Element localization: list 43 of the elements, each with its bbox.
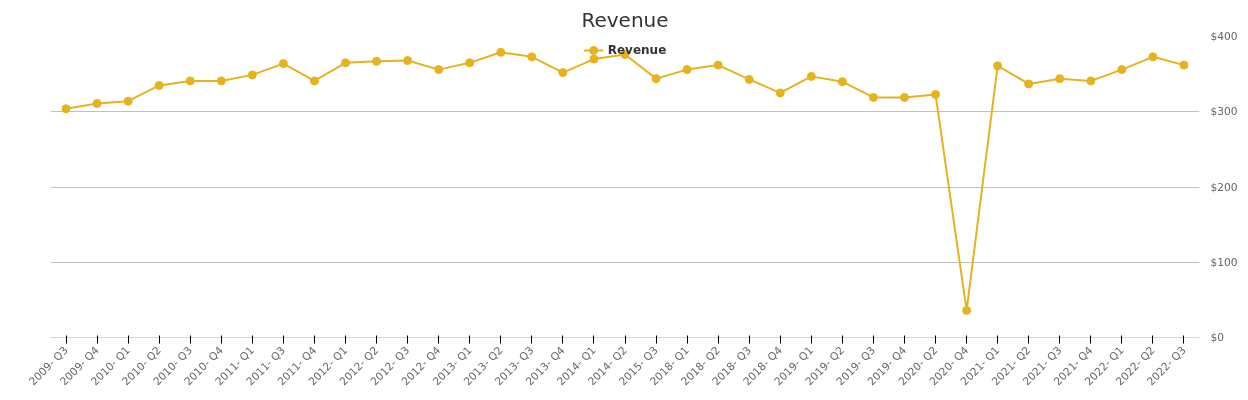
point <box>931 89 941 99</box>
point <box>434 65 444 75</box>
point <box>899 92 909 102</box>
y-tick-label: $100 <box>1210 255 1238 269</box>
point <box>1117 65 1127 75</box>
point <box>868 92 878 102</box>
point <box>744 74 754 84</box>
y-tick-label: $0 <box>1210 331 1225 344</box>
point <box>92 98 102 108</box>
point <box>185 76 195 86</box>
point <box>61 104 71 114</box>
point <box>806 71 816 81</box>
point <box>247 70 257 80</box>
point <box>682 65 692 75</box>
point <box>465 58 475 68</box>
legend-label: Revenue <box>607 43 667 57</box>
point <box>1024 79 1034 89</box>
point <box>527 52 537 62</box>
y-tick-label: $400 <box>1210 30 1238 43</box>
point <box>993 61 1003 71</box>
point <box>1179 60 1189 70</box>
point <box>962 305 972 315</box>
point <box>341 58 351 68</box>
point <box>775 88 785 98</box>
point <box>278 59 288 69</box>
point <box>1055 74 1065 84</box>
y-tick-label: $300 <box>1210 105 1238 119</box>
point <box>837 77 847 87</box>
point <box>154 80 164 90</box>
point <box>713 60 723 70</box>
chart-title: Revenue <box>581 7 669 32</box>
point <box>403 56 413 66</box>
point <box>216 76 226 86</box>
point <box>1086 76 1096 86</box>
point <box>496 47 506 57</box>
point <box>309 76 319 86</box>
point <box>589 54 599 64</box>
point <box>372 56 382 66</box>
point <box>558 68 568 78</box>
point <box>123 96 133 106</box>
y-tick-label: $200 <box>1210 180 1238 194</box>
point <box>1148 52 1158 62</box>
point <box>651 74 661 84</box>
